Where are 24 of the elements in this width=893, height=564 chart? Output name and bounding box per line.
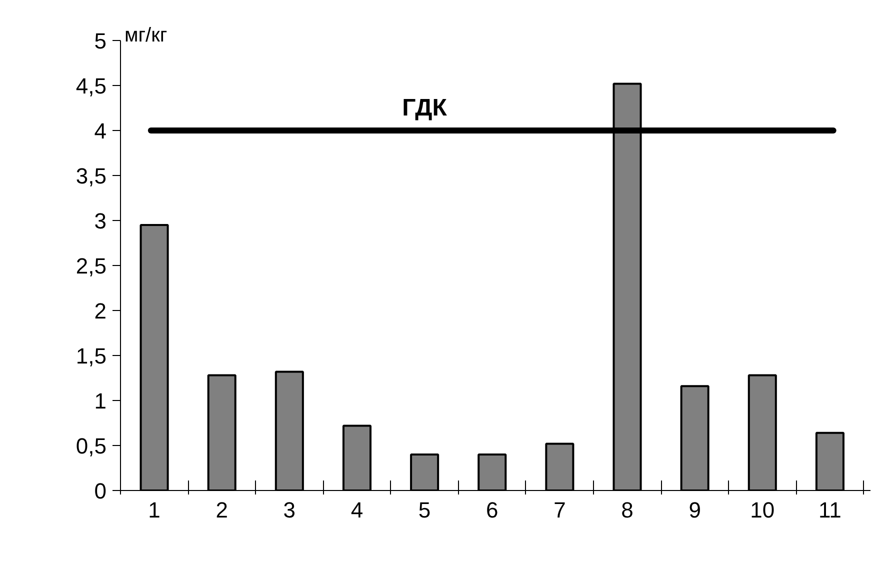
x-tick-label: 10 [750, 498, 775, 522]
x-tick-label: 5 [418, 498, 431, 522]
y-tick-label: 2,5 [76, 254, 107, 278]
y-axis-title: мг/кг [124, 24, 168, 46]
x-tick-label: 1 [148, 498, 160, 522]
x-tick-label: 6 [486, 498, 498, 522]
y-tick-label: 0,5 [76, 434, 107, 458]
y-tick-label: 5 [94, 28, 107, 54]
y-tick-label: 4,5 [76, 74, 107, 98]
x-tick-label: 3 [283, 498, 296, 522]
x-tick-label: 8 [621, 498, 634, 522]
x-tick-label: 9 [688, 498, 701, 522]
x-tick-label: 11 [818, 498, 842, 522]
y-tick-label: 0 [94, 478, 107, 504]
x-tick-label: 4 [350, 498, 364, 522]
ref-line-label: ГДК [402, 94, 448, 122]
y-tick-label: 3 [94, 208, 107, 234]
y-tick-label: 3,5 [76, 164, 107, 188]
y-tick-label: 1 [94, 388, 107, 414]
x-tick-label: 7 [554, 498, 566, 522]
y-tick-label: 1,5 [76, 344, 107, 368]
y-tick-label: 4 [94, 118, 107, 144]
x-tick-label: 2 [216, 498, 228, 522]
y-tick-label: 2 [94, 298, 107, 324]
